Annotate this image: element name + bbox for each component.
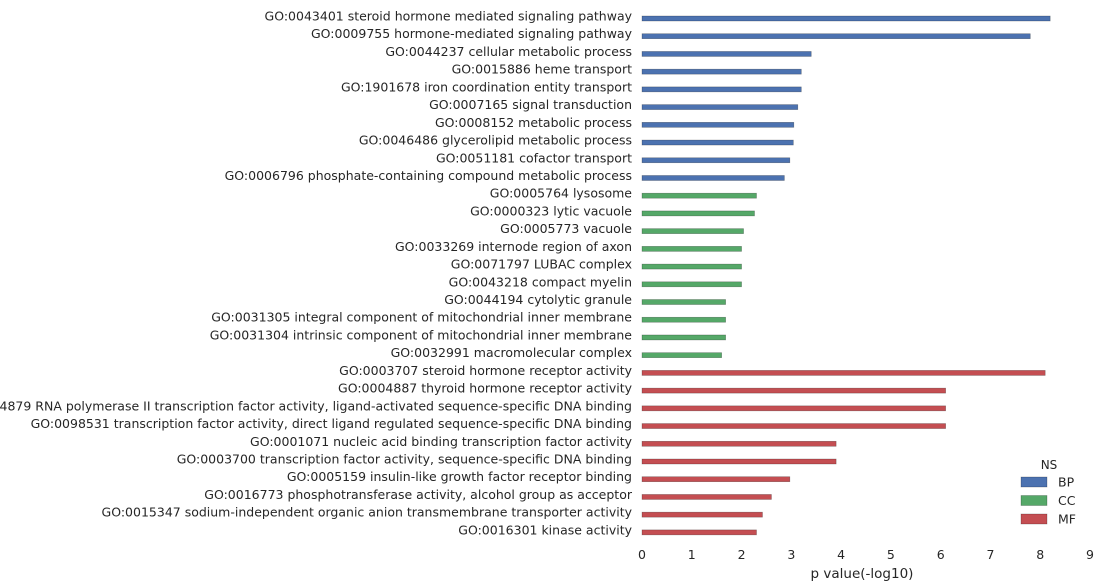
bar-mf xyxy=(641,476,791,483)
bar-bp xyxy=(641,51,812,57)
bar-mf xyxy=(641,405,946,412)
bar-mf xyxy=(641,511,763,518)
category-label: GO:0016301 kinase activity xyxy=(458,522,632,537)
bar-cc xyxy=(641,246,742,252)
bar-bp xyxy=(641,86,802,93)
bar-bp xyxy=(641,139,794,146)
x-tick-label: 9 xyxy=(1086,547,1094,562)
category-label: GO:0043401 steroid hormone mediated sign… xyxy=(265,9,633,24)
legend-label-mf: MF xyxy=(1058,512,1076,527)
category-label: GO:0015886 heme transport xyxy=(452,62,632,77)
x-tick-label: 8 xyxy=(1036,547,1044,562)
x-tick-label: 6 xyxy=(937,547,945,562)
category-label: GO:0007165 signal transduction xyxy=(429,97,632,112)
bar-cc xyxy=(641,316,726,323)
x-tick-label: 0 xyxy=(638,547,646,562)
category-label: GO:0009755 hormone-mediated signaling pa… xyxy=(311,26,633,41)
category-label: GO:0031305 integral component of mitocho… xyxy=(211,310,632,325)
category-label: GO:0005773 vacuole xyxy=(500,221,632,236)
bar-mf xyxy=(641,494,772,500)
category-label: GO:0044237 cellular metabolic process xyxy=(385,44,632,59)
x-tick-label: 4 xyxy=(837,547,845,562)
bar-bp xyxy=(641,68,802,75)
category-label: GO:1901678 iron coordination entity tran… xyxy=(341,79,632,94)
legend-label-cc: CC xyxy=(1058,493,1076,508)
bar-bp xyxy=(641,33,1031,40)
bar-bp xyxy=(641,157,791,164)
category-label: GO:0004879 RNA polymerase II transcripti… xyxy=(0,398,632,413)
category-label: GO:0071797 LUBAC complex xyxy=(451,257,632,272)
category-label: GO:0004887 thyroid hormone receptor acti… xyxy=(338,381,633,396)
bar-mf xyxy=(641,370,1046,376)
category-label: GO:0006796 phosphate-containing compound… xyxy=(225,168,632,183)
bar-cc xyxy=(641,352,722,358)
bar-bp xyxy=(641,104,799,110)
legend-swatch-cc xyxy=(1020,495,1048,506)
bar-mf xyxy=(641,440,837,447)
bar-cc xyxy=(641,299,726,305)
category-label: GO:0098531 transcription factor activity… xyxy=(31,416,632,431)
bar-mf xyxy=(641,387,946,394)
x-axis-ticks: 0 1 2 3 4 5 6 7 8 9 xyxy=(638,547,1094,562)
category-label: GO:0043218 compact myelin xyxy=(449,274,632,289)
bar-bp xyxy=(641,122,795,128)
category-label: GO:0051181 cofactor transport xyxy=(436,150,632,165)
bar-cc xyxy=(641,192,757,199)
category-label: GO:0033269 internode region of axon xyxy=(395,239,632,254)
bar-mf xyxy=(641,423,946,429)
bar-cc xyxy=(641,263,742,270)
legend-swatch-mf xyxy=(1020,513,1048,525)
x-tick-label: 2 xyxy=(738,547,746,562)
category-label: GO:0046486 glycerolipid metabolic proces… xyxy=(359,133,632,148)
category-label: GO:0001071 nucleic acid binding transcri… xyxy=(250,434,633,449)
x-tick-label: 7 xyxy=(986,547,994,562)
bar-cc xyxy=(641,228,744,234)
bar-cc xyxy=(641,281,742,288)
legend-title: NS xyxy=(1041,458,1058,472)
category-label: GO:0003700 transcription factor activity… xyxy=(177,452,632,467)
category-label: GO:0032991 macromolecular complex xyxy=(391,345,632,360)
legend-swatch-bp xyxy=(1020,476,1048,488)
category-label: GO:0008152 metabolic process xyxy=(435,115,632,130)
category-label: GO:0044194 cytolytic granule xyxy=(444,292,632,307)
bar-mf xyxy=(641,458,837,465)
x-tick-label: 5 xyxy=(887,547,895,562)
category-label: GO:0015347 sodium-independent organic an… xyxy=(102,505,633,520)
bar-bp xyxy=(641,175,785,181)
category-label: GO:0003707 steroid hormone receptor acti… xyxy=(339,363,632,378)
category-label: GO:0031304 intrinsic component of mitoch… xyxy=(210,327,633,342)
category-label: GO:0005764 lysosome xyxy=(490,186,633,201)
category-label: GO:0016773 phosphotransferase activity, … xyxy=(204,487,633,502)
legend-label-bp: BP xyxy=(1058,475,1075,490)
bars-group xyxy=(641,15,1051,536)
category-label: GO:0000323 lytic vacuole xyxy=(470,203,632,218)
x-tick-label: 1 xyxy=(688,547,696,562)
category-label: GO:0005159 insulin-like growth factor re… xyxy=(287,469,632,484)
bar-cc xyxy=(641,334,726,341)
bar-bp xyxy=(641,15,1051,22)
bar-cc xyxy=(641,210,755,217)
x-axis-title: p value(-log10) xyxy=(811,566,914,582)
legend: NS BP CC MF xyxy=(1020,458,1076,527)
x-tick-label: 3 xyxy=(787,547,795,562)
bar-mf xyxy=(641,529,757,536)
category-labels: GO:0043401 steroid hormone mediated sign… xyxy=(0,9,633,538)
